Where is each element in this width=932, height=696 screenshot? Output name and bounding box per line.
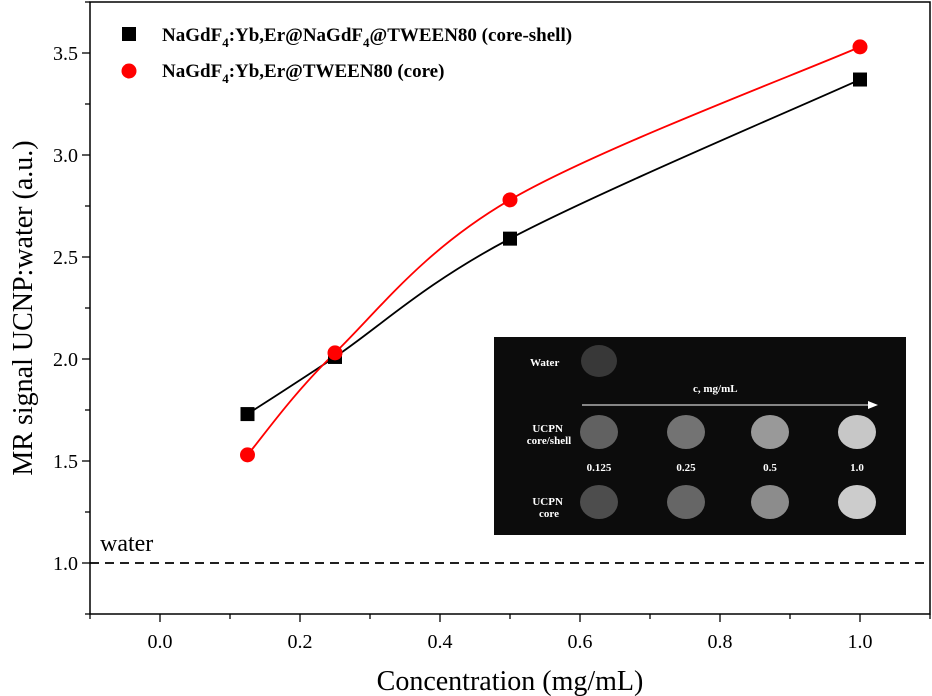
core-shell-point [853, 72, 867, 87]
x-axis-ticks: 0.0 0.2 0.4 0.6 0.8 1.0 [89, 614, 931, 653]
data-markers [240, 39, 868, 463]
inset-core-shell-disc [751, 415, 789, 449]
core-point [240, 447, 255, 463]
water-reference-label: water [100, 531, 153, 557]
x-tick-label: 0.4 [428, 631, 453, 653]
legend-marker-core [121, 63, 137, 79]
legend-core-shell-part-2: :Yb,Er@NaGdF [229, 25, 363, 46]
core-shell-point [503, 231, 517, 246]
legend: NaGdF4:Yb,Er@NaGdF4@TWEEN80 (core-shell)… [121, 25, 572, 86]
inset-row1-label: UCPN core/shell [527, 423, 571, 447]
y-tick-label: 1.5 [53, 451, 78, 473]
inset-core-disc [838, 485, 876, 519]
inset-row2-line1: UCPN [532, 496, 563, 508]
legend-core-shell-part-1: NaGdF [162, 25, 222, 46]
inset-arrow-label: c, mg/mL [693, 383, 738, 395]
inset-row2-label: UCPN core [532, 496, 565, 520]
x-tick-label: 0.2 [288, 631, 313, 653]
inset-concentration-label: 1.0 [850, 462, 864, 474]
inset-row1-line1: UCPN [532, 423, 563, 435]
y-tick-label: 1.0 [53, 553, 78, 575]
y-axis-title: MR signal UCNP:water (a.u.) [8, 140, 39, 475]
x-tick-label: 0.8 [708, 631, 733, 653]
inset-core-shell-disc [838, 415, 876, 449]
legend-core-shell-sub-1: 4 [222, 35, 229, 50]
core-point [502, 192, 518, 208]
inset-core-disc [667, 485, 705, 519]
x-axis-title: Concentration (mg/mL) [377, 666, 644, 696]
x-tick-label: 0.0 [148, 631, 173, 653]
inset-core-disc [751, 485, 789, 519]
inset-sample-discs [580, 415, 876, 519]
core-point [327, 345, 343, 361]
legend-core-shell-sub-2: 4 [363, 35, 370, 50]
core-point [852, 39, 868, 55]
y-tick-label: 2.0 [53, 349, 78, 371]
core-fit-curve [246, 46, 861, 456]
legend-marker-core-shell [122, 27, 136, 41]
inset-water-label: Water [530, 357, 559, 369]
legend-label-core: NaGdF4:Yb,Er@TWEEN80 (core) [162, 61, 444, 86]
inset-core-shell-disc [580, 415, 618, 449]
inset-concentration-label: 0.125 [587, 462, 612, 474]
inset-water-disc [581, 345, 617, 377]
y-tick-label: 3.5 [53, 43, 78, 65]
legend-core-part-2: :Yb,Er@TWEEN80 (core) [229, 61, 445, 82]
legend-core-shell-part-3: @TWEEN80 (core-shell) [370, 25, 573, 46]
y-tick-label: 2.5 [53, 247, 78, 269]
core-shell-point [240, 407, 255, 422]
inset-concentration-label: 0.5 [763, 462, 777, 474]
x-tick-label: 0.6 [568, 631, 593, 653]
inset-row1-line2: core/shell [527, 435, 571, 447]
inset-core-disc [580, 485, 618, 519]
x-tick-label: 1.0 [848, 631, 873, 653]
legend-label-core-shell: NaGdF4:Yb,Er@NaGdF4@TWEEN80 (core-shell) [162, 25, 572, 50]
inset-concentration-label: 0.25 [676, 462, 696, 474]
legend-core-sub-1: 4 [222, 71, 229, 86]
y-axis-ticks: 1.0 1.5 2.0 2.5 3.0 3.5 [53, 1, 90, 615]
inset-arrow-head [868, 401, 878, 409]
core-shell-fit-curve [247, 78, 861, 415]
inset-core-shell-disc [667, 415, 705, 449]
mr-phantom-inset: Water c, mg/mL UCPN core/shell UCPN core… [494, 337, 906, 535]
inset-concentration-labels: 0.125 0.25 0.5 1.0 [587, 462, 865, 474]
inset-row2-line2: core [539, 508, 559, 520]
y-tick-label: 3.0 [53, 145, 78, 167]
legend-core-part-1: NaGdF [162, 61, 222, 82]
